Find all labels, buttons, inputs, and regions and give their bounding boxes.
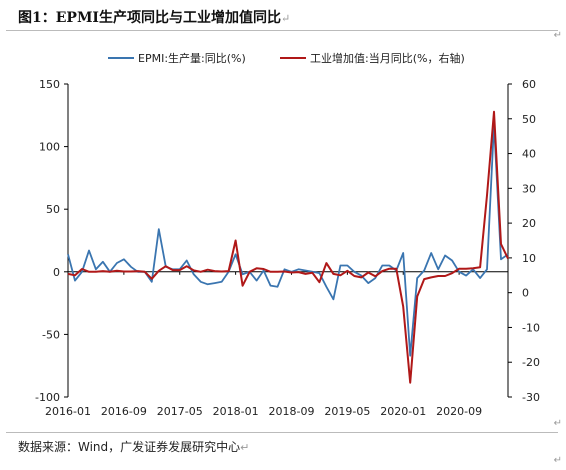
chart-title: 图1：EPMI生产项同比与工业增加值同比↵ (18, 10, 291, 26)
paragraph-mark-icon: ↵ (240, 441, 250, 454)
x-tick-label: 2018-09 (269, 405, 315, 418)
x-tick-label: 2018-01 (213, 405, 259, 418)
left-y-tick-label: 50 (46, 203, 60, 216)
source-note: 数据来源：Wind，广发证券发展研究中心↵ (18, 440, 250, 454)
right-y-tick-label: 60 (522, 78, 536, 91)
right-y-tick-label: 10 (522, 252, 536, 265)
x-tick-label: 2016-01 (45, 405, 91, 418)
plot-area (67, 110, 509, 384)
x-tick-label: 2020-09 (436, 405, 482, 418)
right-y-tick-label: 50 (522, 113, 536, 126)
left-y-tick-label: 150 (39, 78, 60, 91)
left-y-tick-label: -100 (35, 391, 60, 404)
chart-title-bar: 图1：EPMI生产项同比与工业增加值同比↵ (6, 0, 558, 31)
paragraph-mark-icon: ↵ (553, 418, 562, 429)
x-tick-label: 2020-01 (380, 405, 426, 418)
chart-legend: EPMI:生产量:同比(%) 工业增加值:当月同比(%，右轴) (108, 51, 465, 65)
paragraph-mark-icon: ↵ (553, 30, 562, 41)
paragraph-mark-icon: ↵ (281, 12, 291, 25)
x-tick-label: 2016-09 (101, 405, 147, 418)
chart-axes: -100-50050100150-30-20-10010203040506020… (35, 78, 540, 418)
left-y-tick-label: 0 (53, 266, 60, 279)
series-line-industrial (67, 110, 509, 384)
right-y-tick-label: -10 (522, 321, 540, 334)
x-tick-label: 2017-05 (157, 405, 203, 418)
legend-label-industrial: 工业增加值:当月同比(%，右轴) (310, 51, 465, 65)
right-y-tick-label: 0 (522, 287, 529, 300)
legend-label-epmi: EPMI:生产量:同比(%) (138, 51, 246, 65)
left-y-tick-label: 100 (39, 141, 60, 154)
right-y-tick-label: -30 (522, 391, 540, 404)
x-tick-label: 2019-05 (324, 405, 370, 418)
series-line-epmi (67, 123, 509, 357)
source-note-bar: 数据来源：Wind，广发证券发展研究中心↵ (6, 432, 558, 457)
right-y-tick-label: 40 (522, 148, 536, 161)
paragraph-mark-icon: ↵ (553, 455, 562, 466)
right-y-tick-label: 20 (522, 217, 536, 230)
right-y-tick-label: 30 (522, 182, 536, 195)
left-y-tick-label: -50 (42, 328, 60, 341)
right-y-tick-label: -20 (522, 356, 540, 369)
